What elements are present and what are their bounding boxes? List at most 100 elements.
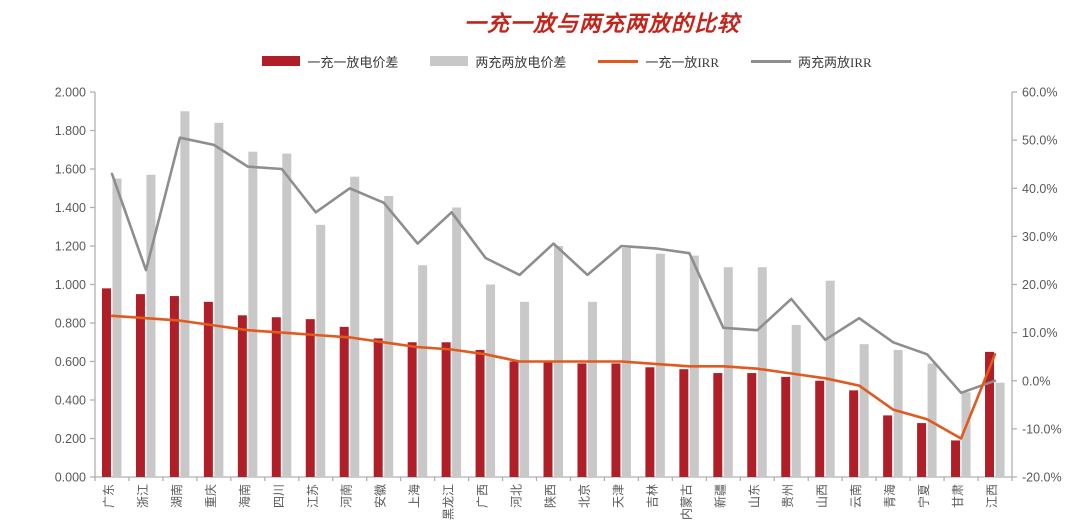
red-bar-swatch-icon xyxy=(262,56,301,66)
svg-text:40.0%: 40.0% xyxy=(1022,182,1057,196)
bar-天津 xyxy=(611,363,621,477)
x-label-宁夏: 宁夏 xyxy=(916,484,931,508)
bar-黑龙江 xyxy=(441,342,451,477)
bar-浙江 xyxy=(135,294,145,477)
bar-山东 xyxy=(757,267,767,477)
svg-text:1.000: 1.000 xyxy=(55,278,86,292)
svg-text:1.200: 1.200 xyxy=(55,240,86,254)
x-axis-labels: 广东 浙江 湖南 重庆 海南 四川 江苏 河南 安徽 上海 黑龙江 广西 河北 陕西 北京 天津 吉林 内蒙古 新疆… xyxy=(102,484,999,520)
bar-安徽 xyxy=(373,338,383,477)
axes xyxy=(94,92,1013,478)
bar-河北 xyxy=(509,361,519,477)
svg-text:0.600: 0.600 xyxy=(55,355,86,369)
x-label-北京: 北京 xyxy=(577,484,591,508)
legend-item-1c1f-irr: 一充一放IRR xyxy=(598,52,719,71)
svg-text:0.400: 0.400 xyxy=(55,394,86,408)
bar-青海 xyxy=(883,415,893,477)
svg-text:60.0%: 60.0% xyxy=(1022,86,1057,100)
x-label-内蒙古: 内蒙古 xyxy=(678,484,693,520)
bar-甘肃 xyxy=(951,440,961,477)
bar-山东 xyxy=(747,373,757,477)
bar-四川 xyxy=(282,153,292,477)
bar-江西 xyxy=(985,351,995,477)
x-label-新疆: 新疆 xyxy=(712,484,727,508)
bar-湖南 xyxy=(169,296,179,477)
chart-legend: 一充一放电价差 两充两放电价差 一充一放IRR 两充两放IRR xyxy=(27,52,1080,70)
svg-text:0.0%: 0.0% xyxy=(1022,374,1051,388)
bar-宁夏 xyxy=(927,363,937,477)
x-label-四川: 四川 xyxy=(272,484,286,508)
x-label-安徽: 安徽 xyxy=(373,484,388,508)
x-label-陕西: 陕西 xyxy=(543,484,558,508)
legend-item-2c2f-spread: 两充两放电价差 xyxy=(430,52,566,71)
svg-text:20.0%: 20.0% xyxy=(1022,278,1057,292)
bar-重庆 xyxy=(214,122,224,478)
chart-title: 一充一放与两充两放的比较 xyxy=(0,6,1080,38)
x-label-海南: 海南 xyxy=(237,484,252,508)
bar-黑龙江 xyxy=(452,207,462,477)
bar-重庆 xyxy=(203,301,213,477)
x-label-贵州: 贵州 xyxy=(781,484,795,508)
svg-text:-20.0%: -20.0% xyxy=(1022,471,1062,485)
bar-湖南 xyxy=(180,111,190,477)
bar-内蒙古 xyxy=(679,369,689,477)
x-label-黑龙江: 黑龙江 xyxy=(442,484,456,520)
x-label-山东: 山东 xyxy=(747,484,761,508)
svg-text:0.800: 0.800 xyxy=(55,317,86,331)
x-label-湖南: 湖南 xyxy=(169,484,184,508)
bar-河北 xyxy=(520,301,530,477)
bar-山西 xyxy=(815,380,825,477)
x-label-河北: 河北 xyxy=(510,484,524,508)
x-axis-ticks xyxy=(94,477,1013,481)
orange-line-swatch-icon xyxy=(598,59,639,63)
svg-text:-10.0%: -10.0% xyxy=(1022,422,1062,436)
bar-贵州 xyxy=(791,324,801,477)
bar-河南 xyxy=(350,176,360,477)
x-label-吉林: 吉林 xyxy=(645,484,659,508)
red-bar-series xyxy=(101,288,995,477)
x-label-重庆: 重庆 xyxy=(204,484,218,508)
bar-新疆 xyxy=(723,267,733,477)
gray-bar-swatch-icon xyxy=(430,56,469,66)
svg-text:30.0%: 30.0% xyxy=(1022,230,1057,244)
bar-陕西 xyxy=(543,361,553,477)
bar-浙江 xyxy=(146,174,156,477)
x-label-甘肃: 甘肃 xyxy=(951,484,965,508)
chart-title-text: 一充一放与两充两放的比较 xyxy=(463,11,740,36)
bar-甘肃 xyxy=(961,392,971,477)
x-label-山西: 山西 xyxy=(815,484,829,508)
x-label-青海: 青海 xyxy=(882,484,897,508)
legend-item-1c1f-spread: 一充一放电价差 xyxy=(262,52,398,71)
svg-text:1.400: 1.400 xyxy=(55,201,86,215)
gray-line-swatch-icon xyxy=(751,59,792,63)
legend-label: 两充两放电价差 xyxy=(475,54,567,70)
svg-text:50.0%: 50.0% xyxy=(1022,134,1057,148)
bar-广西 xyxy=(475,349,485,477)
x-label-云南: 云南 xyxy=(848,484,863,508)
bar-四川 xyxy=(271,317,281,477)
bar-北京 xyxy=(587,301,597,477)
bar-江苏 xyxy=(305,319,315,477)
bar-江苏 xyxy=(316,224,326,477)
svg-text:1.600: 1.600 xyxy=(55,163,86,177)
bar-广西 xyxy=(486,284,496,477)
bar-海南 xyxy=(237,315,247,477)
bar-北京 xyxy=(577,363,587,477)
x-label-河南: 河南 xyxy=(339,484,354,508)
legend-label: 一充一放电价差 xyxy=(307,54,399,70)
bar-云南 xyxy=(859,344,869,477)
svg-text:0.200: 0.200 xyxy=(55,432,86,446)
x-label-上海: 上海 xyxy=(407,484,422,508)
bar-江西 xyxy=(995,382,1005,477)
legend-item-2c2f-irr: 两充两放IRR xyxy=(751,52,872,71)
bar-云南 xyxy=(849,390,859,477)
x-label-天津: 天津 xyxy=(611,484,625,508)
x-label-浙江: 浙江 xyxy=(136,484,150,508)
x-label-江苏: 江苏 xyxy=(306,484,320,508)
orange-irr-line xyxy=(110,314,997,440)
bar-青海 xyxy=(893,349,903,477)
gray-irr-line xyxy=(110,136,997,395)
svg-text:1.800: 1.800 xyxy=(55,124,86,138)
